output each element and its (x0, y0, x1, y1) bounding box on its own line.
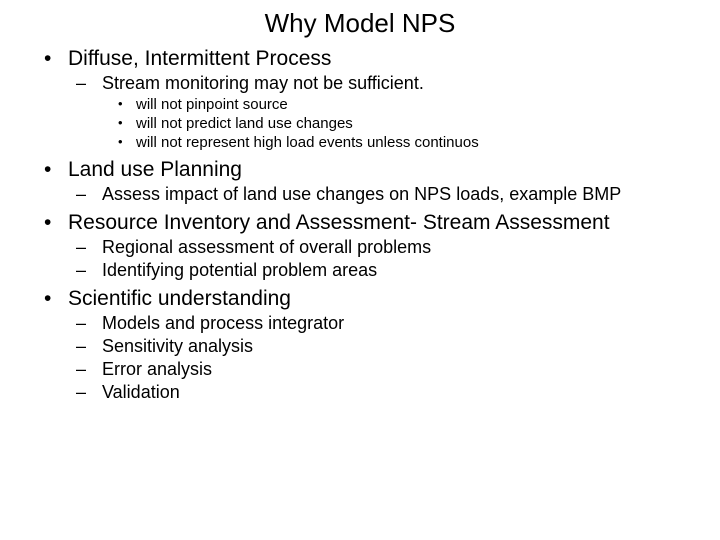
level2-label: Validation (102, 382, 180, 403)
bullet-dot-icon: • (118, 115, 136, 134)
level3-label: will not pinpoint source (136, 96, 288, 115)
level2-item: –Regional assessment of overall problems (76, 237, 700, 258)
level3-item: •will not represent high load events unl… (118, 134, 700, 153)
level3-item: •will not pinpoint source (118, 96, 700, 115)
slide-body: •Diffuse, Intermittent Process–Stream mo… (20, 47, 700, 403)
bullet-dot-icon: • (118, 134, 136, 153)
level2-item: –Error analysis (76, 359, 700, 380)
level1-label: Resource Inventory and Assessment- Strea… (68, 211, 610, 235)
bullet-dash-icon: – (76, 359, 102, 380)
level2-item: –Assess impact of land use changes on NP… (76, 184, 700, 205)
level1-item: •Scientific understanding (44, 287, 700, 311)
bullet-dash-icon: – (76, 260, 102, 281)
level2-item: –Stream monitoring may not be sufficient… (76, 73, 700, 94)
level3-label: will not represent high load events unle… (136, 134, 479, 153)
bullet-dot-icon: • (44, 47, 68, 71)
bullet-dash-icon: – (76, 336, 102, 357)
level3-label: will not predict land use changes (136, 115, 353, 134)
level1-item: •Resource Inventory and Assessment- Stre… (44, 211, 700, 235)
bullet-dash-icon: – (76, 313, 102, 334)
level2-label: Regional assessment of overall problems (102, 237, 431, 258)
bullet-dash-icon: – (76, 184, 102, 205)
level1-label: Diffuse, Intermittent Process (68, 47, 331, 71)
level2-item: –Validation (76, 382, 700, 403)
level1-item: •Diffuse, Intermittent Process (44, 47, 700, 71)
level2-item: –Models and process integrator (76, 313, 700, 334)
level2-item: –Identifying potential problem areas (76, 260, 700, 281)
level2-label: Models and process integrator (102, 313, 344, 334)
bullet-dot-icon: • (118, 96, 136, 115)
level1-label: Scientific understanding (68, 287, 291, 311)
level3-item: •will not predict land use changes (118, 115, 700, 134)
bullet-dash-icon: – (76, 73, 102, 94)
level2-label: Assess impact of land use changes on NPS… (102, 184, 621, 205)
level2-label: Stream monitoring may not be sufficient. (102, 73, 424, 94)
level1-item: •Land use Planning (44, 158, 700, 182)
bullet-dash-icon: – (76, 382, 102, 403)
level2-label: Sensitivity analysis (102, 336, 253, 357)
level2-item: –Sensitivity analysis (76, 336, 700, 357)
bullet-dash-icon: – (76, 237, 102, 258)
bullet-dot-icon: • (44, 158, 68, 182)
level2-label: Error analysis (102, 359, 212, 380)
level2-label: Identifying potential problem areas (102, 260, 377, 281)
bullet-dot-icon: • (44, 211, 68, 235)
bullet-dot-icon: • (44, 287, 68, 311)
slide-title: Why Model NPS (20, 8, 700, 39)
level1-label: Land use Planning (68, 158, 242, 182)
